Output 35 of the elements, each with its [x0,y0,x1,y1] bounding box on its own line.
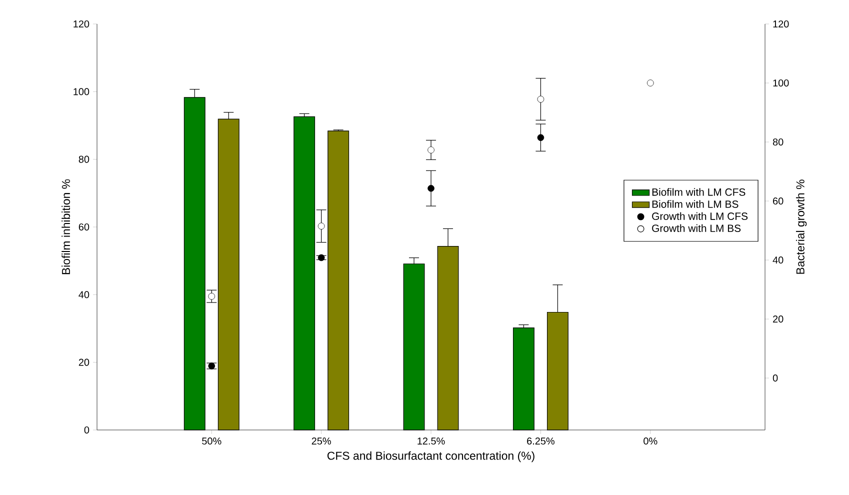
x-tick-label: 12.5% [418,438,445,445]
x-tick-label: 50% [202,438,222,445]
y-tick-label: 60 [78,223,90,231]
y2-tick-label: 40 [772,256,784,264]
legend-label: Growth with LM BS [652,224,741,232]
y-tick-label: 20 [78,358,90,366]
y-tick-label: 40 [78,291,90,298]
point [318,254,325,262]
y2-tick-label: 20 [773,316,784,323]
point [318,222,325,230]
y2-tick-label: 0 [772,374,778,382]
point [428,184,434,192]
y2-tick-label: 80 [772,138,784,146]
x-axis-title: CFS and Biosurfactant concentration (%) [327,451,534,462]
y-tick-label: 100 [74,88,90,96]
y2-tick-label: 60 [773,197,784,205]
y-tick-label: 120 [74,20,90,28]
y-tick-label: 0 [84,426,90,434]
point [537,96,544,103]
y-axis-title: Biofilm inhibition % [62,179,70,274]
point [646,80,654,86]
point [208,292,216,300]
legend-label: Biofilm with LM BS [652,200,738,208]
y2-tick-label: 120 [773,20,789,28]
point [428,146,434,154]
x-tick-label: 6.25% [527,438,554,445]
legend-label: Growth with LM CFS [652,212,748,220]
x-tick-label: 0% [644,438,658,445]
y2-tick-label: 100 [773,79,789,87]
x-tick-label: 25% [312,438,331,445]
legend-label: Biofilm with LM CFS [652,188,746,196]
y2-axis-title: Bacterial growth % [796,180,807,274]
point [208,362,216,370]
y-tick-label: 80 [78,156,90,163]
point [537,134,544,141]
